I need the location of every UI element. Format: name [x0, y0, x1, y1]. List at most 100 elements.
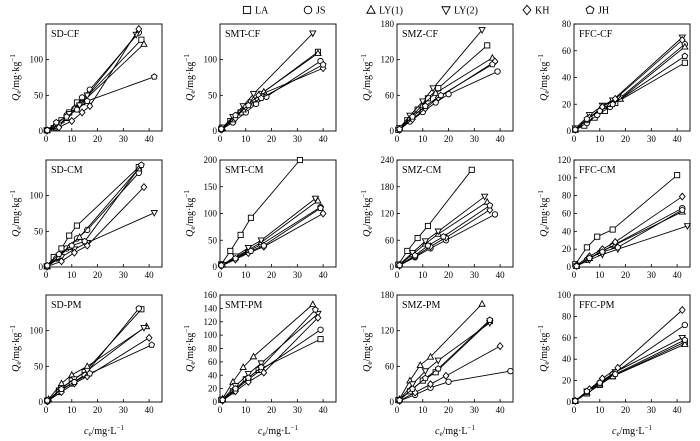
data-point: [217, 261, 225, 269]
data-point: [150, 209, 159, 217]
series-line: [574, 174, 678, 265]
x-tick-label: 0: [218, 405, 223, 415]
x-tick-label: 10: [595, 134, 605, 144]
data-point: [138, 36, 145, 43]
x-tick-label: 20: [93, 134, 103, 144]
x-tick-label: 20: [267, 270, 277, 280]
data-point: [484, 42, 491, 49]
data-point: [434, 357, 442, 365]
x-tick-label: 0: [572, 405, 577, 415]
x-tick-label: 0: [395, 405, 400, 415]
y-tick-label: 40: [562, 354, 572, 364]
y-axis-label: Qe/mg·kg−1: [537, 190, 551, 237]
series-jh: [217, 61, 327, 132]
x-tick-label: 20: [93, 405, 103, 415]
data-point: [81, 237, 89, 245]
legend-label: KH: [535, 6, 549, 17]
data-point: [583, 387, 591, 395]
data-point: [296, 156, 303, 164]
plot-frame: [219, 159, 337, 268]
y-axis-label: Qe/mg·kg−1: [537, 54, 551, 101]
data-point: [674, 172, 681, 179]
data-point: [249, 352, 258, 360]
panel-title: FFC-PM: [579, 300, 615, 311]
data-point: [596, 379, 604, 386]
series-jh: [571, 52, 689, 133]
data-point: [84, 226, 91, 234]
panel-title: FFC-CM: [579, 165, 616, 176]
data-point: [421, 368, 430, 376]
data-point: [489, 60, 496, 68]
x-tick-label: 10: [418, 405, 428, 415]
legend-label: LA: [255, 6, 269, 17]
data-point: [480, 193, 489, 201]
legend-item: LY(2): [441, 6, 478, 17]
y-tick-label: 0: [390, 126, 395, 136]
y-axis-label: Qe/mg·kg−1: [360, 190, 374, 237]
y-tick-label: 100: [204, 55, 218, 65]
data-point: [150, 73, 158, 80]
legend-marker-triangle-up: [366, 4, 376, 14]
y-axis-label: Qe/mg·kg−1: [183, 325, 197, 372]
x-tick-label: 0: [44, 270, 49, 280]
panel-ffc-cf: 0 10 20 30 40 0 20 40 60 80 FFC-CF Qe/mg·kg−1: [537, 19, 691, 144]
data-point: [260, 242, 268, 249]
data-point: [309, 300, 317, 308]
legend: LA JS LY(1) LY(2) KH JH: [242, 4, 609, 17]
data-point: [244, 101, 252, 109]
data-point: [58, 257, 65, 266]
panel-title: FFC-CF: [579, 29, 613, 40]
series-jh: [573, 206, 686, 269]
x-tick-label: 20: [93, 270, 103, 280]
data-point: [312, 306, 319, 313]
x-tick-label: 40: [673, 405, 683, 415]
legend-item: LY(1): [366, 4, 403, 17]
x-tick-label: 40: [673, 270, 683, 280]
y-tick-label: 200: [204, 155, 218, 165]
y-tick-label: 50: [34, 90, 44, 100]
data-point: [140, 183, 148, 192]
panel-smz-cf: 0 10 20 30 40 0 60 120 180 SMZ-CF Qe/mg·kg−1: [360, 19, 514, 144]
data-point: [52, 118, 60, 126]
y-tick-label: 60: [562, 209, 572, 219]
data-point: [244, 371, 253, 378]
x-tick-label: 10: [67, 270, 77, 280]
legend-marker-triangle-down: [441, 6, 451, 16]
series-jh: [396, 60, 496, 133]
data-point: [317, 336, 324, 343]
data-point: [58, 245, 65, 252]
data-point: [140, 39, 148, 47]
data-point: [614, 243, 622, 251]
data-point: [678, 305, 686, 315]
y-tick-label: 20: [562, 376, 572, 386]
data-point: [427, 380, 434, 389]
series-ly1: [395, 197, 491, 268]
data-point: [408, 381, 417, 389]
y-tick-label: 0: [213, 397, 218, 407]
data-point: [421, 238, 430, 246]
data-point: [678, 206, 686, 213]
data-point: [43, 126, 51, 134]
x-tick-label: 30: [293, 405, 303, 415]
data-point: [309, 30, 317, 38]
y-tick-label: 0: [390, 397, 395, 407]
data-point: [86, 369, 94, 377]
x-tick-label: 0: [218, 270, 223, 280]
data-point: [421, 374, 429, 382]
y-tick-label: 40: [208, 370, 218, 380]
data-point: [678, 35, 686, 45]
data-point: [409, 385, 416, 392]
x-tick-label: 40: [319, 134, 329, 144]
x-tick-label: 20: [621, 134, 631, 144]
data-point: [135, 305, 142, 312]
plot-frame: [45, 23, 163, 132]
x-tick-label: 40: [319, 405, 329, 415]
data-point: [507, 367, 514, 375]
data-point: [426, 352, 435, 360]
y-axis-label: Qe/mg·kg−1: [360, 54, 374, 101]
data-point: [257, 360, 265, 368]
x-tick-label: 30: [647, 134, 657, 144]
data-point: [681, 336, 689, 343]
data-point: [232, 385, 239, 392]
data-point: [219, 396, 226, 403]
